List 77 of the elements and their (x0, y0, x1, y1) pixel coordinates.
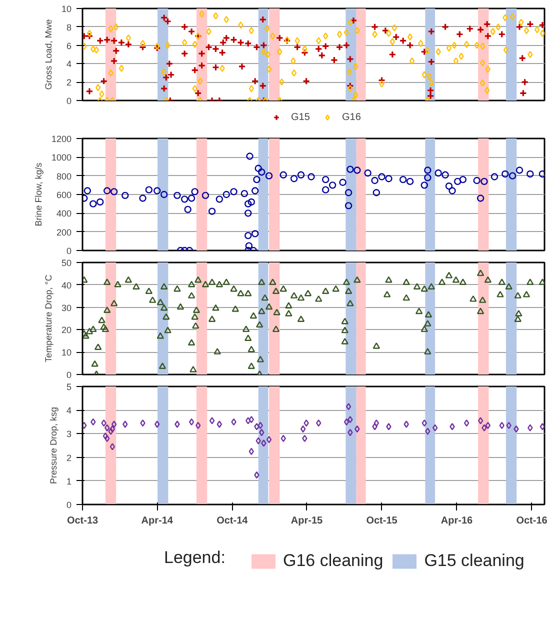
point (104, 424, 110, 432)
y-tick-label: 0 (66, 370, 72, 380)
y-tick-label: 20 (61, 325, 72, 336)
x-tick-label: Oct-14 (216, 516, 248, 526)
legend-title: Legend: (164, 548, 226, 567)
y-tick-label: 4 (66, 59, 72, 70)
point (110, 425, 116, 433)
y-tick-label: 2 (66, 452, 72, 463)
y-tick-label: 400 (56, 208, 72, 219)
point (246, 417, 251, 424)
y-tick-label: 1200 (51, 134, 72, 144)
y-tick-label: 1 (66, 476, 72, 486)
point (231, 418, 236, 426)
point (122, 420, 128, 428)
point (404, 420, 409, 428)
point (256, 437, 261, 444)
y-axis-title: Brine Flow, kg/s (33, 162, 44, 226)
point (254, 423, 260, 430)
y-tick-label: 6 (66, 40, 72, 51)
point (372, 423, 378, 430)
y-tick-label: 800 (56, 171, 72, 182)
y-tick-label: 2 (66, 78, 72, 88)
legend-label: G16 cleaning (283, 551, 384, 571)
point (188, 418, 194, 426)
legend-label: G15 cleaning (424, 551, 524, 571)
point (482, 424, 487, 432)
y-tick-label: 0 (66, 500, 72, 510)
point (110, 443, 116, 450)
x-tick-label: Apr-16 (440, 516, 474, 526)
y-axis-title: Temperature Drop, °C (43, 274, 54, 362)
point (102, 432, 108, 440)
point (111, 420, 117, 428)
legend-label: G16 (342, 112, 362, 122)
y-tick-label: 10 (61, 348, 72, 358)
x-tick-label: Apr-14 (141, 516, 174, 526)
y-tick-label: 40 (61, 280, 72, 290)
point (346, 402, 352, 410)
y-tick-label: 1000 (51, 152, 72, 163)
point (300, 425, 306, 433)
point (386, 423, 392, 430)
point (108, 428, 114, 435)
y-tick-label: 50 (61, 258, 72, 268)
point (425, 428, 430, 435)
point (174, 420, 180, 428)
point (258, 422, 264, 430)
point (432, 424, 438, 432)
point (261, 440, 266, 447)
y-tick-label: 4 (66, 406, 72, 416)
y-tick-label: 600 (56, 190, 72, 200)
point (154, 420, 160, 428)
y-tick-label: 3 (66, 429, 72, 440)
legend-label: G15 (291, 112, 311, 122)
point (528, 424, 533, 432)
point (478, 417, 484, 424)
y-tick-label: 10 (61, 4, 72, 14)
y-tick-label: 5 (66, 382, 72, 392)
x-tick-label: Oct-16 (516, 516, 548, 526)
y-tick-label: 30 (61, 302, 72, 313)
x-tick-label: Oct-15 (366, 516, 398, 526)
point (209, 417, 215, 424)
y-tick-label: 200 (56, 227, 72, 238)
y-tick-label: 0 (66, 96, 72, 106)
point (485, 422, 491, 430)
point (90, 418, 96, 426)
y-axis-title: Gross Load, Mwe (43, 19, 54, 90)
point (374, 419, 380, 427)
x-tick-label: Apr-15 (290, 516, 324, 526)
point (248, 448, 254, 455)
y-axis-title: Pressure Drop, ksg (48, 406, 58, 484)
x-tick-label: Oct-13 (66, 516, 98, 526)
y-tick-label: 0 (66, 246, 72, 256)
point (344, 418, 350, 426)
point (266, 436, 272, 444)
y-tick-label: 8 (66, 22, 72, 32)
point (450, 423, 455, 430)
point (216, 420, 222, 428)
point (104, 434, 110, 442)
